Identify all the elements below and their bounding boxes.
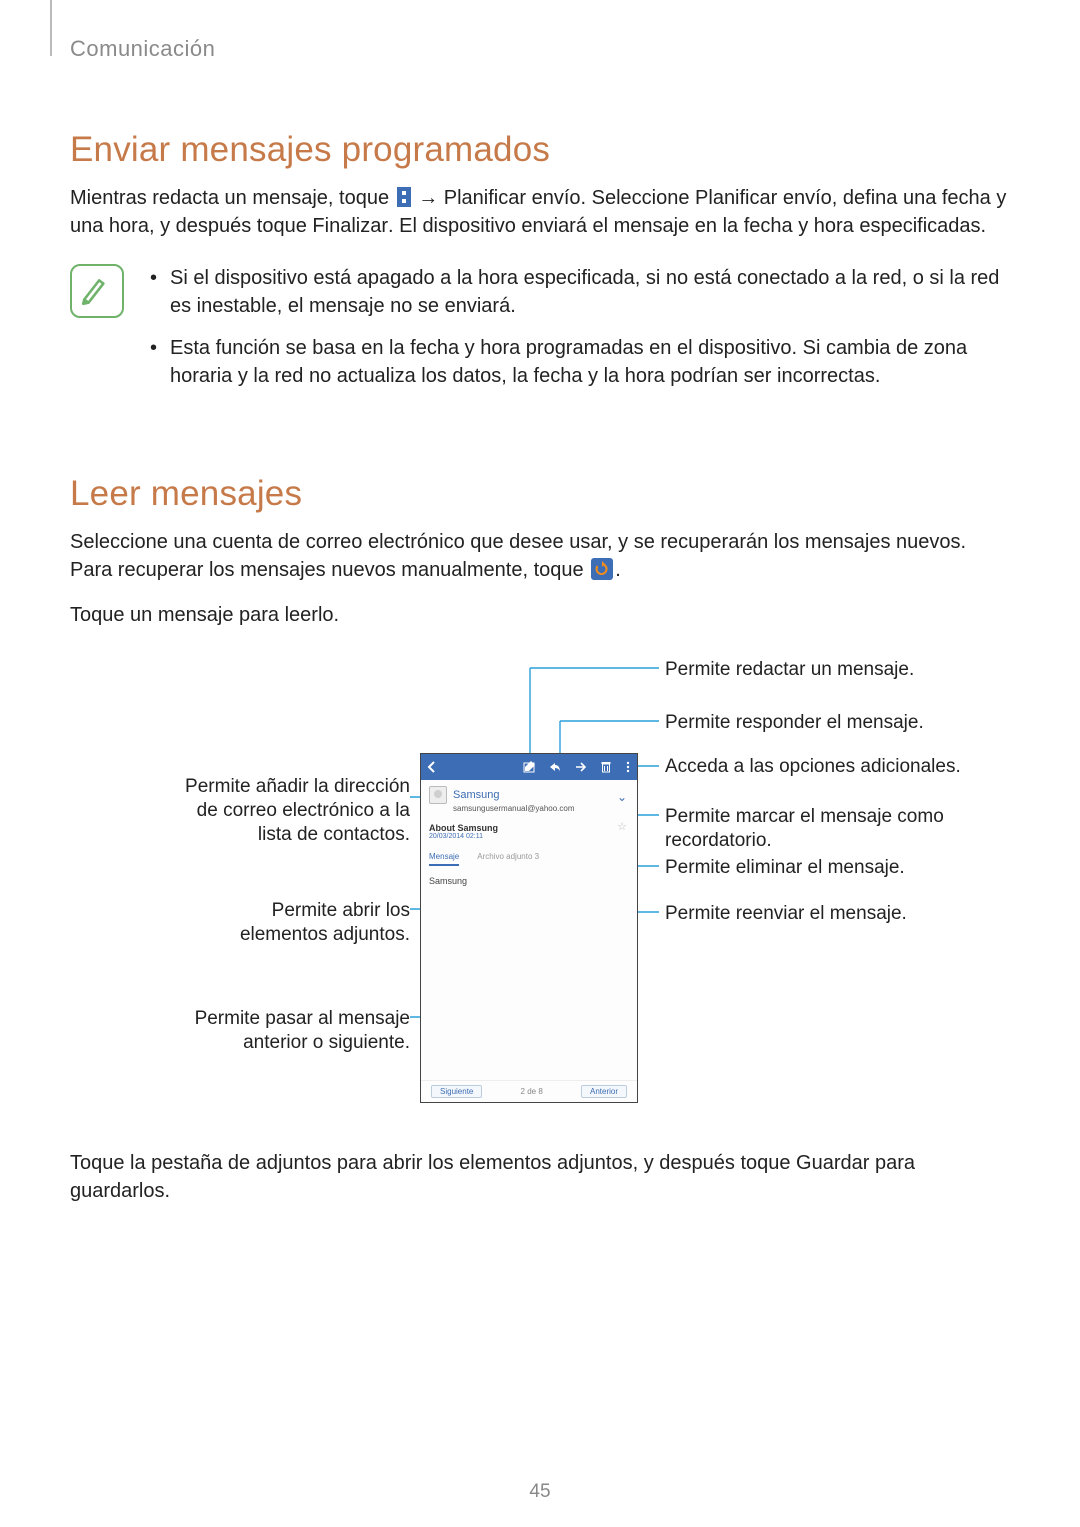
more-options-icon[interactable] [625,761,631,773]
heading-scheduled-send: Enviar mensajes programados [70,130,1010,170]
callout-label: Acceda a las opciones adicionales. [665,755,995,779]
instruction-tap-message: Toque un mensaje para leerlo. [70,604,1010,627]
phone-topbar [421,754,637,780]
heading-read-messages: Leer mensajes [70,474,1010,514]
note-item: Esta función se basa en la fecha y hora … [146,334,1010,390]
callout-label: Permite abrir los elementos adjuntos. [180,899,410,947]
callout-label: Permite marcar el mensaje como recordato… [665,805,995,853]
annotated-screenshot-diagram: Samsung samsungusermanual@yahoo.com ⌄ Ab… [70,653,1010,1113]
note-block: Si el dispositivo está apagado a la hora… [70,264,1010,404]
callout-label: Permite reenviar el mensaje. [665,902,995,926]
delete-icon[interactable] [601,761,611,773]
paragraph-read-messages: Seleccione una cuenta de correo electrón… [70,528,1010,584]
tab-attachment[interactable]: Archivo adjunto 3 [477,852,539,866]
callout-label: Permite responder el mensaje. [665,711,995,735]
tab-message[interactable]: Mensaje [429,852,459,866]
nav-prev-button[interactable]: Anterior [581,1085,627,1098]
page-number: 45 [0,1481,1080,1503]
avatar-icon[interactable] [429,786,447,804]
callout-label: Permite añadir la dirección de correo el… [180,775,410,846]
section-header: Comunicación [70,36,215,62]
phone-sender-row: Samsung [421,780,637,806]
phone-mockup: Samsung samsungusermanual@yahoo.com ⌄ Ab… [420,753,638,1103]
callout-label: Permite redactar un mensaje. [665,658,995,682]
expand-chevron-icon[interactable]: ⌄ [617,790,627,804]
sender-name: Samsung [453,789,499,801]
message-subject: About Samsung [421,813,637,833]
closing-paragraph: Toque la pestaña de adjuntos para abrir … [70,1149,1010,1205]
refresh-icon [591,558,613,580]
note-list: Si el dispositivo está apagado a la hora… [146,264,1010,404]
menu-icon [397,187,411,207]
phone-footer-nav: Siguiente 2 de 8 Anterior [421,1080,637,1102]
left-rule-decoration [50,0,52,56]
note-item: Si el dispositivo está apagado a la hora… [146,264,1010,320]
message-datetime: 20/03/2014 02:11 [421,833,637,840]
callout-label: Permite pasar al mensaje anterior o sigu… [150,1007,410,1055]
nav-count: 2 de 8 [521,1087,543,1096]
nav-next-button[interactable]: Siguiente [431,1085,482,1098]
message-body: Samsung [421,866,637,896]
back-icon[interactable] [427,761,437,773]
forward-icon[interactable] [575,761,587,773]
manual-page: Comunicación Enviar mensajes programados… [0,0,1080,1527]
reply-icon[interactable] [549,761,561,773]
callout-label: Permite eliminar el mensaje. [665,856,995,880]
paragraph-scheduled-send: Mientras redacta un mensaje, toque → Pla… [70,184,1010,240]
compose-icon[interactable] [523,761,535,773]
star-icon[interactable]: ☆ [617,820,627,833]
sender-email: samsungusermanual@yahoo.com [421,804,637,813]
note-icon [70,264,124,318]
phone-tabs: Mensaje Archivo adjunto 3 [429,852,629,866]
